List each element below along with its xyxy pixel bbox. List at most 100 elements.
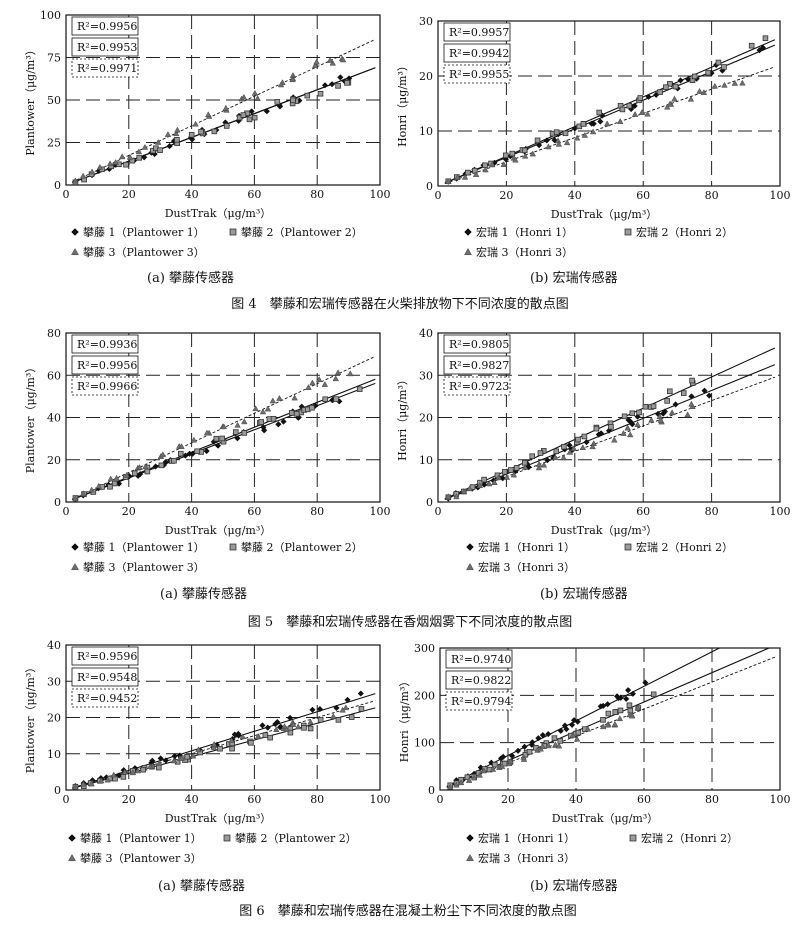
fig6b-point-series-2: [575, 729, 582, 736]
fig4b-point-series-2: [465, 169, 471, 176]
fig4a-point-series-3: [135, 148, 143, 155]
fig5a-point-series-2: [309, 404, 315, 411]
fig4b-point-series-3: [581, 131, 589, 138]
fig4a-point-series-2: [335, 83, 341, 89]
fig4a-point-series-2: [304, 92, 311, 99]
fig6b-point-series-3: [446, 783, 454, 790]
fig5b-point-series-1: [499, 475, 506, 482]
fig6b-r2-label-2: R²=0.9822: [451, 674, 511, 687]
fig6a-x-tick-label: 80: [310, 793, 324, 806]
fig6b-legend-marker-3: [466, 853, 474, 862]
fig5b-point-series-2: [508, 467, 514, 473]
fig6a-r2-label-2: R²=0.9548: [77, 671, 137, 684]
fig6a-x-tick-label: 20: [122, 793, 136, 806]
fig4b-point-series-3: [512, 156, 519, 163]
fig5a-point-series-3: [332, 375, 339, 382]
fig6b-point-series-3: [569, 731, 577, 738]
fig6b-legend-label-2: 宏瑞 2（Honri 2）: [641, 831, 738, 845]
fig6b-point-series-2: [526, 749, 533, 755]
fig4a-point-series-3: [172, 130, 180, 137]
fig4a-point-series-1: [248, 108, 255, 115]
fig4a-point-series-2: [174, 137, 180, 143]
fig6a-y-tick-label: 30: [47, 675, 61, 688]
fig6a-point-series-3: [121, 768, 128, 775]
fig6b-r2-box-2: [445, 670, 513, 690]
fig5b-point-series-1: [701, 387, 708, 394]
fig4a-point-series-1: [337, 74, 344, 81]
fig6b-point-series-2: [557, 738, 564, 744]
fig5b-point-series-3: [521, 463, 529, 470]
fig6a-point-series-2: [156, 764, 162, 771]
fig6a-point-series-2: [267, 734, 273, 741]
fig6b-legend-label-1: 宏瑞 1（Honri 1）: [478, 831, 575, 845]
fig4b-point-series-3: [529, 150, 537, 157]
fig5a-legend-marker-3: [71, 562, 79, 571]
fig6a-point-series-3: [170, 757, 178, 764]
fig4b-y-tick-label: 30: [419, 15, 433, 28]
fig4b-point-series-3: [700, 89, 708, 95]
fig6b-point-series-2: [551, 735, 558, 741]
fig4b-point-series-2: [672, 83, 679, 90]
fig4b-point-series-1: [597, 118, 604, 125]
fig6b-point-series-3: [552, 741, 559, 748]
fig6a-point-series-2: [248, 740, 254, 746]
fig4a-y-axis-label: Plantower（μg/m³）: [24, 44, 37, 156]
fig5b-x-tick-label: 80: [705, 505, 719, 518]
fig6a-point-series-1: [316, 705, 324, 713]
fig4b-point-series-2: [705, 69, 711, 76]
fig6b-point-series-3: [457, 779, 465, 786]
fig5a-point-series-3: [309, 379, 316, 386]
fig5a-point-series-1: [214, 442, 222, 449]
fig6b-point-series-2: [617, 707, 624, 714]
fig4b-point-series-2: [482, 162, 488, 169]
fig6a-point-series-3: [189, 752, 197, 759]
fig5a-legend-label-3: 攀藤 3（Plantower 3）: [83, 561, 205, 574]
fig4a-x-tick-label: 100: [370, 188, 391, 201]
fig5a-legend-label-2: 攀藤 2（Plantower 2）: [241, 541, 363, 554]
fig4b-fit-line-1: [444, 44, 776, 184]
fig6a-point-series-2: [140, 766, 146, 773]
fig5b-r2-label-3: R²=0.9723: [449, 380, 509, 393]
fig5a-point-series-3: [95, 482, 103, 489]
fig6b-x-tick-label: 60: [637, 793, 651, 806]
fig5a-point-series-3: [220, 423, 228, 430]
fig6b-x-axis-label: DustTrak（μg/m³）: [552, 812, 659, 825]
fig6b-point-series-3: [489, 765, 497, 772]
fig4a-chart: 0 20 40 60 80 100 0 25 50 75 100 DustTrak（μg/m³） Pla…: [24, 9, 391, 259]
fig5b-point-series-3: [589, 443, 596, 450]
fig4b-r2-box-1: [443, 22, 511, 42]
fig5a-point-series-2: [171, 457, 177, 464]
fig6b-point-series-3: [628, 712, 636, 719]
fig4b-point-series-1: [535, 142, 543, 149]
fig4a-point-series-1: [141, 154, 148, 161]
fig5b-y-axis-label: Honri（μg/m³）: [396, 374, 409, 461]
fig5a-point-series-3: [347, 370, 354, 377]
fig5b-point-series-3: [535, 464, 543, 471]
fig5a-point-series-3: [72, 495, 79, 502]
fig5b-legend-marker-3: [466, 562, 474, 571]
fig6b-legend-marker-1: [466, 834, 474, 842]
fig4a-point-series-2: [274, 99, 281, 105]
fig5b-x-tick-label: 40: [568, 505, 582, 518]
fig4a-point-series-3: [313, 58, 320, 65]
fig4a-x-tick-label: 80: [310, 188, 324, 201]
fig6b-y-tick-label: 0: [428, 784, 435, 797]
fig5a-point-series-3: [113, 474, 120, 481]
fig6a-point-series-1: [162, 757, 169, 764]
fig6b-point-series-3: [599, 723, 607, 730]
fig4a-legend-label-3: 攀藤 3（Plantower 3）: [83, 246, 205, 259]
fig6a-point-series-3: [134, 767, 142, 774]
fig5b-point-series-1: [706, 392, 713, 399]
fig4b-point-series-3: [500, 161, 507, 167]
fig5a-y-axis-label: Plantower（μg/m³）: [24, 362, 37, 474]
fig6a-point-series-1: [357, 690, 364, 697]
fig5b-point-series-2: [642, 403, 649, 410]
fig6a-point-series-2: [287, 729, 294, 736]
fig5b-r2-label-2: R²=0.9827: [449, 359, 509, 372]
fig5b-x-tick-label: 0: [435, 505, 442, 518]
fig4a-y-tick-label: 75: [47, 52, 61, 65]
fig4a-x-tick-label: 20: [122, 188, 136, 201]
fig4a-legend-marker-3: [71, 247, 79, 256]
fig4a-r2-box-2: [71, 37, 139, 57]
fig5a-point-series-1: [152, 463, 159, 470]
